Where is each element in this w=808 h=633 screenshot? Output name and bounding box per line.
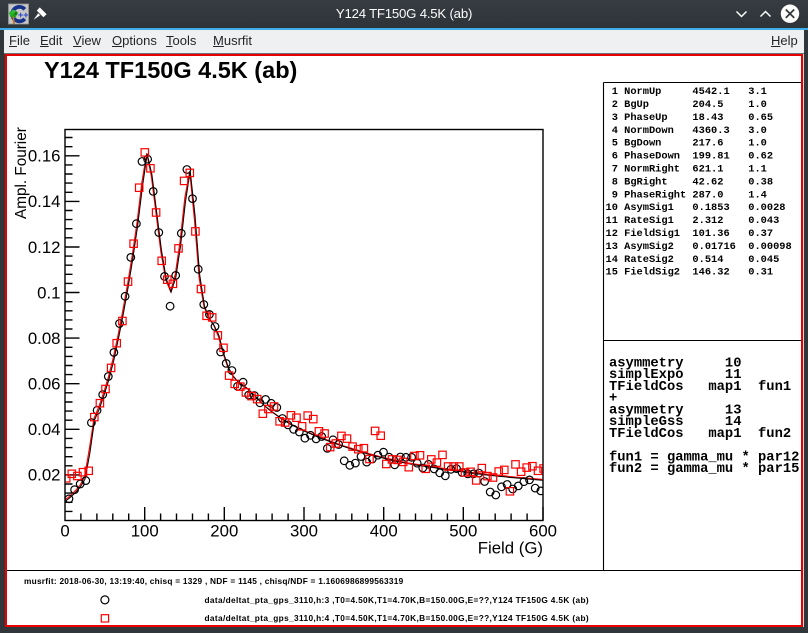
svg-text:6 PhaseDown 199.81 0.62: 6 PhaseDown 199.81 0.62 bbox=[606, 151, 774, 163]
svg-text:fun2 = gamma_mu * par15: fun2 = gamma_mu * par15 bbox=[609, 461, 799, 477]
svg-text:11 RateSig1 2.312 0.043: 11 RateSig1 2.312 0.043 bbox=[606, 215, 780, 227]
svg-text:9 PhaseRight 287.0 1.4: 9 PhaseRight 287.0 1.4 bbox=[606, 189, 767, 201]
svg-text:14 RateSig2 0.514 0.045: 14 RateSig2 0.514 0.045 bbox=[606, 254, 780, 266]
svg-text:simpleGss 14: simpleGss 14 bbox=[609, 414, 741, 430]
svg-text:1 NormUp 4542.1 3.1: 1 NormUp 4542.1 3.1 bbox=[606, 86, 767, 98]
svg-text:musrfit: 2018-06-30, 13:19:40,: musrfit: 2018-06-30, 13:19:40, chisq = 1… bbox=[24, 576, 404, 586]
svg-text:7 NormRight 621.1 1.1: 7 NormRight 621.1 1.1 bbox=[606, 164, 767, 176]
svg-text:10 AsymSig1 0.1853 0.0028: 10 AsymSig1 0.1853 0.0028 bbox=[606, 202, 786, 214]
svg-text:simplExpo 11: simplExpo 11 bbox=[609, 367, 741, 383]
svg-text:100: 100 bbox=[131, 522, 159, 541]
svg-text:3 PhaseUp 18.43 0.65: 3 PhaseUp 18.43 0.65 bbox=[606, 112, 774, 124]
svg-text:5 BgDown 217.6 1.0: 5 BgDown 217.6 1.0 bbox=[606, 138, 767, 150]
svg-text:Y124 TF150G 4.5K (ab): Y124 TF150G 4.5K (ab) bbox=[44, 57, 297, 83]
svg-text:data/deltat_pta_gps_3110,h:3 ,: data/deltat_pta_gps_3110,h:3 ,T0=4.50K,T… bbox=[205, 595, 590, 605]
svg-text:600: 600 bbox=[529, 522, 557, 541]
svg-text:Field (G): Field (G) bbox=[478, 539, 543, 558]
svg-text:0.1: 0.1 bbox=[37, 283, 60, 302]
svg-text:asymmetry 13: asymmetry 13 bbox=[609, 403, 741, 418]
svg-text:TFieldCos map1 fun2: TFieldCos map1 fun2 bbox=[609, 426, 791, 442]
svg-text:0.16: 0.16 bbox=[28, 147, 61, 166]
svg-text:Ampl. Fourier: Ampl. Fourier bbox=[13, 127, 30, 219]
svg-text:asymmetry 10: asymmetry 10 bbox=[609, 357, 741, 372]
svg-text:fun1 = gamma_mu * par12: fun1 = gamma_mu * par12 bbox=[609, 449, 799, 465]
svg-text:data/deltat_pta_gps_3110,h:4 ,: data/deltat_pta_gps_3110,h:4 ,T0=4.50K,T… bbox=[205, 613, 590, 623]
svg-text:8 BgRight 42.62 0.38: 8 BgRight 42.62 0.38 bbox=[606, 176, 774, 188]
svg-text:0.02: 0.02 bbox=[28, 466, 61, 485]
svg-text:0.08: 0.08 bbox=[28, 329, 61, 348]
svg-text:0: 0 bbox=[60, 522, 69, 541]
svg-text:200: 200 bbox=[210, 522, 238, 541]
svg-text:12 FieldSig1 101.36 0.37: 12 FieldSig1 101.36 0.37 bbox=[606, 228, 774, 240]
svg-text:0.12: 0.12 bbox=[28, 238, 61, 257]
svg-text:++: ++ bbox=[18, 10, 29, 20]
svg-text:500: 500 bbox=[449, 522, 477, 541]
svg-text:4 NormDown 4360.3 3.0: 4 NormDown 4360.3 3.0 bbox=[606, 125, 767, 137]
svg-text:0.04: 0.04 bbox=[28, 420, 61, 439]
svg-text:0.14: 0.14 bbox=[28, 192, 61, 211]
svg-text:0.06: 0.06 bbox=[28, 375, 61, 394]
svg-text:2 BgUp 204.5 1.0: 2 BgUp 204.5 1.0 bbox=[606, 99, 767, 111]
svg-text:15 FieldSig2 146.32 0.31: 15 FieldSig2 146.32 0.31 bbox=[606, 267, 774, 279]
svg-text:+: + bbox=[609, 392, 617, 407]
svg-text:300: 300 bbox=[290, 522, 318, 541]
svg-text:TFieldCos map1 fun1: TFieldCos map1 fun1 bbox=[609, 379, 791, 395]
svg-text:400: 400 bbox=[370, 522, 398, 541]
svg-text:13 AsymSig2 0.01716 0.00098: 13 AsymSig2 0.01716 0.00098 bbox=[606, 241, 792, 253]
